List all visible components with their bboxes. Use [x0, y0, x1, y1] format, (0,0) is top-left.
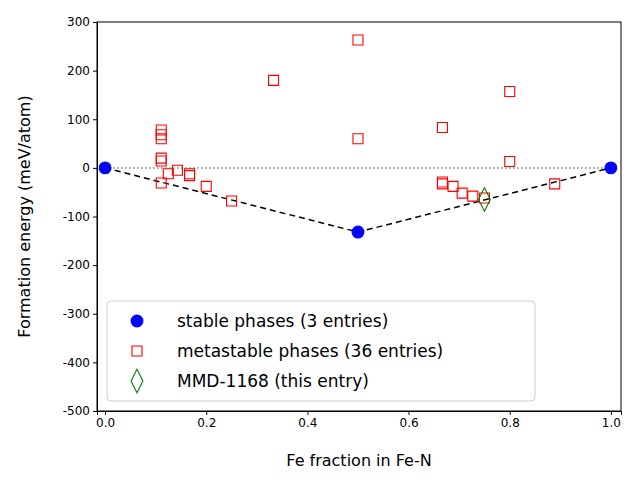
y-tick: -300 [63, 307, 97, 321]
point [156, 156, 166, 166]
point [505, 87, 515, 97]
point [172, 165, 182, 175]
x-tick-mark [206, 411, 207, 415]
y-tick-mark [93, 217, 97, 218]
y-tick-label: -100 [63, 210, 90, 224]
legend-marker [131, 369, 143, 392]
y-tick-label: -500 [63, 404, 90, 418]
y-tick-label: 100 [67, 113, 90, 127]
point [505, 157, 515, 167]
plot: 0.0 0.2 0.4 0.6 0.8 1.0 -500 -400 -300 -200 -100 0 1… [63, 15, 622, 429]
y-tick-mark [93, 362, 97, 363]
x-tick-mark [307, 411, 308, 415]
y-tick-mark [93, 71, 97, 72]
legend-label: stable phases (3 entries) [177, 311, 388, 331]
legend-box [107, 301, 535, 401]
x-tick: 0.6 [400, 411, 419, 430]
y-axis: -500 -400 -300 -200 -100 0 100 200 300 [63, 15, 98, 418]
x-tick-label: 0.0 [96, 416, 115, 430]
y-tick-label: -200 [63, 258, 90, 272]
hull-line [105, 168, 611, 232]
y-tick: 300 [67, 15, 97, 29]
point [352, 226, 364, 238]
zero-line [105, 167, 611, 169]
x-tick-label: 0.2 [197, 416, 216, 430]
y-tick: -100 [63, 210, 97, 224]
y-tick-label: 200 [67, 64, 90, 78]
point [185, 171, 195, 181]
y-tick-mark [93, 265, 97, 266]
y-tick-mark [93, 314, 97, 315]
point [353, 35, 363, 45]
x-tick-label: 0.8 [501, 416, 520, 430]
y-axis-title: Formation energy (meV/atom) [15, 95, 34, 337]
y-tick-mark [93, 168, 97, 169]
y-tick-label: -300 [63, 307, 90, 321]
point [605, 162, 617, 174]
y-tick: 100 [67, 113, 97, 127]
x-axis-line [98, 412, 622, 416]
point [156, 153, 166, 163]
point [269, 75, 279, 85]
y-tick: -500 [63, 404, 97, 418]
point [201, 181, 211, 191]
point [550, 179, 560, 189]
y-tick: -400 [63, 356, 97, 370]
x-tick-label: 0.6 [400, 416, 419, 430]
y-tick: 0 [82, 161, 97, 175]
point [163, 169, 173, 179]
y-tick-label: 0 [82, 161, 90, 175]
legend-label: MMD-1168 (this entry) [177, 371, 369, 391]
chart: 0.0 0.2 0.4 0.6 0.8 1.0 -500 -400 -300 -200 -100 0 1… [0, 0, 640, 480]
point [437, 123, 447, 133]
point [479, 188, 491, 211]
x-tick: 0.2 [197, 411, 216, 430]
x-tick: 0.0 [96, 411, 115, 430]
x-tick-label: 0.4 [298, 416, 317, 430]
point [437, 179, 447, 189]
point [468, 191, 478, 201]
y-tick-mark [93, 22, 97, 23]
y-tick-mark [93, 411, 97, 412]
y-tick: 200 [67, 64, 97, 78]
point [457, 188, 467, 198]
legend-label: metastable phases (36 entries) [177, 341, 443, 361]
y-tick: -200 [63, 258, 97, 272]
point [99, 162, 111, 174]
point [227, 196, 237, 206]
x-tick: 1.0 [602, 411, 621, 430]
x-tick-label: 1.0 [602, 416, 621, 430]
legend: stable phases (3 entries) metastable phas… [107, 301, 535, 401]
x-tick-mark [409, 411, 410, 415]
x-axis-title: Fe fraction in Fe-N [286, 451, 431, 470]
x-tick: 0.4 [298, 411, 317, 430]
legend-marker [131, 315, 143, 327]
point [156, 178, 166, 188]
point [353, 134, 363, 144]
x-axis: 0.0 0.2 0.4 0.6 0.8 1.0 [96, 411, 621, 430]
x-tick: 0.8 [501, 411, 520, 430]
legend-marker [132, 346, 142, 356]
y-tick-mark [93, 119, 97, 120]
y-tick-label: -400 [63, 356, 90, 370]
point [448, 181, 458, 191]
x-tick-mark [105, 411, 106, 415]
plot-frame [97, 22, 621, 411]
point [156, 134, 166, 144]
point [156, 130, 166, 140]
x-tick-mark [510, 411, 511, 415]
y-tick-label: 300 [67, 15, 90, 29]
x-tick-mark [611, 411, 612, 415]
data-layer [99, 35, 617, 238]
